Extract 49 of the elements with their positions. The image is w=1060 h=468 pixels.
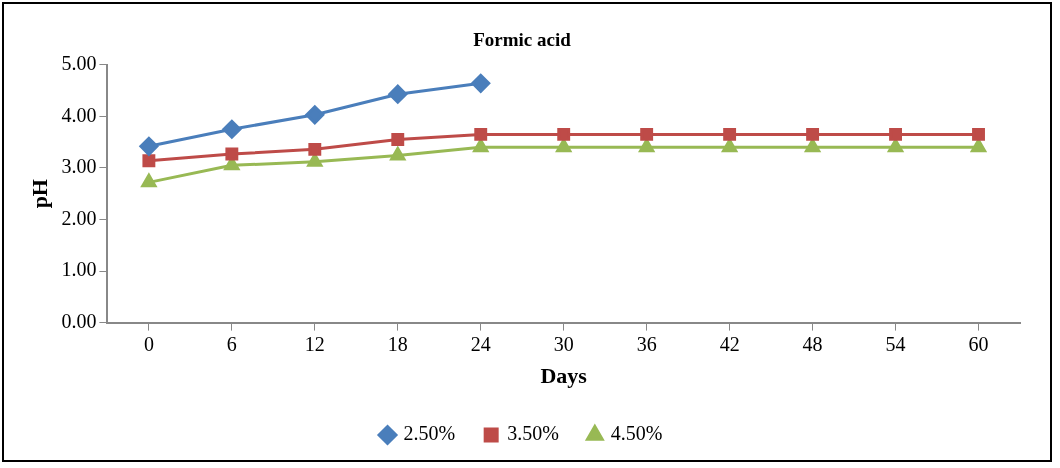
legend-label: 4.50% xyxy=(610,422,663,445)
point xyxy=(388,84,408,104)
point xyxy=(391,133,405,147)
point xyxy=(639,138,655,153)
point xyxy=(474,127,488,141)
point xyxy=(308,142,322,156)
point xyxy=(390,147,406,161)
point xyxy=(887,138,904,153)
x-tick-label: 30 xyxy=(553,332,574,355)
point xyxy=(970,138,987,153)
x-tick-label: 60 xyxy=(968,332,989,355)
point xyxy=(471,73,491,93)
legend-label: 3.50% xyxy=(507,422,559,445)
point xyxy=(307,153,323,167)
y-axis-title: pH xyxy=(26,179,52,209)
x-tick-label: 0 xyxy=(143,332,154,355)
point xyxy=(225,147,239,161)
y-tick-label: 1.00 xyxy=(61,258,97,281)
y-tick-label: 2.00 xyxy=(61,206,97,229)
x-tick-label: 6 xyxy=(226,332,237,355)
x-tick-label: 36 xyxy=(636,332,657,355)
point xyxy=(806,127,820,141)
x-tick-label: 12 xyxy=(304,332,325,355)
point xyxy=(972,127,985,141)
point xyxy=(723,127,737,141)
point xyxy=(142,154,156,168)
y-tick-label: 5.00 xyxy=(61,52,97,75)
y-tick-label: 0.00 xyxy=(61,309,97,332)
point xyxy=(557,127,571,141)
x-axis-title: Days xyxy=(540,363,588,389)
point xyxy=(139,136,159,156)
legend-label: 2.50% xyxy=(403,422,456,445)
point xyxy=(305,105,325,125)
point xyxy=(640,127,654,141)
x-tick-label: 48 xyxy=(802,332,823,355)
x-tick-label: 18 xyxy=(387,332,408,355)
x-tick-label: 54 xyxy=(885,332,906,355)
x-tick-label: 42 xyxy=(719,332,740,355)
point xyxy=(556,138,572,153)
point xyxy=(222,119,242,139)
x-tick-label: 24 xyxy=(470,332,491,355)
chart-title: Formic acid xyxy=(473,29,572,51)
y-tick-label: 3.00 xyxy=(61,155,97,178)
point xyxy=(889,127,902,141)
point xyxy=(473,138,489,153)
point xyxy=(805,138,821,153)
y-tick-label: 4.00 xyxy=(61,103,97,126)
point xyxy=(722,138,738,153)
point xyxy=(141,173,157,188)
